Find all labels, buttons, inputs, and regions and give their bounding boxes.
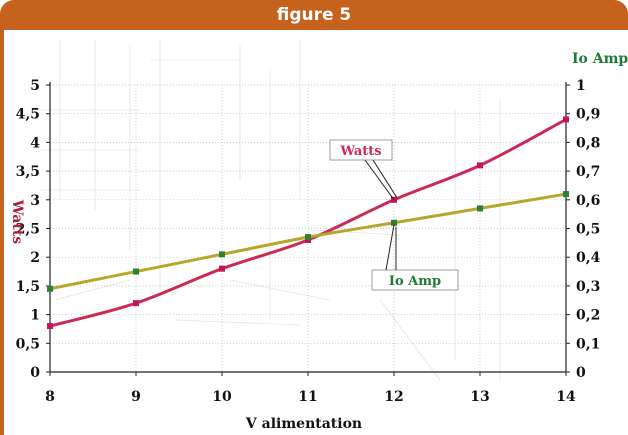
sketch-line bbox=[174, 319, 301, 326]
watts-callout-leader bbox=[364, 159, 395, 201]
x-tick-label: 9 bbox=[131, 389, 141, 405]
figure-banner: figure 5 bbox=[0, 0, 628, 30]
x-tick-label: 14 bbox=[556, 389, 576, 405]
sketch-line bbox=[229, 279, 331, 301]
x-axis-title: V alimentation bbox=[245, 416, 362, 432]
frame-left-edge bbox=[0, 30, 4, 435]
data-point-io-amp bbox=[219, 251, 225, 258]
right-tick-label: 0,8 bbox=[576, 135, 600, 151]
left-tick-label: 0 bbox=[30, 365, 40, 381]
left-tick-label: 4,5 bbox=[16, 107, 40, 123]
right-tick-label: 0,2 bbox=[576, 308, 600, 324]
x-tick-label: 11 bbox=[298, 389, 317, 405]
sketch-line bbox=[54, 279, 131, 301]
watts-callout-box bbox=[329, 139, 393, 161]
left-axis-title: Watts bbox=[9, 199, 25, 245]
right-tick-label: 0,1 bbox=[576, 336, 600, 352]
grid-lines bbox=[49, 84, 567, 373]
data-point-watts bbox=[133, 300, 139, 307]
right-tick-label: 0,6 bbox=[576, 193, 600, 209]
right-tick-label: 0,3 bbox=[576, 279, 600, 295]
left-tick-label: 4 bbox=[30, 135, 40, 151]
x-tick-label: 12 bbox=[384, 389, 403, 405]
data-point-watts bbox=[219, 265, 225, 272]
sketch-line bbox=[309, 229, 401, 236]
left-tick-label: 1,5 bbox=[16, 279, 40, 295]
sketch-line bbox=[379, 299, 441, 381]
tick-labels: 0 0,5 1 1,5 2 2,5 3 3,5 4 4,5 5 0 0,1 0,2 0,3 0,4 0,5 0,6… bbox=[16, 78, 601, 405]
io-amp-callout-leader bbox=[385, 224, 395, 271]
left-tick-label: 2,5 bbox=[16, 222, 40, 238]
right-tick-label: 0,7 bbox=[576, 164, 600, 180]
left-tick-label: 2 bbox=[30, 250, 40, 266]
right-tick-label: 0 bbox=[576, 365, 586, 381]
data-point-io-amp bbox=[305, 234, 311, 241]
data-point-io-amp bbox=[477, 205, 483, 212]
left-tick-label: 1 bbox=[30, 308, 40, 324]
io-amp-callout-box bbox=[371, 269, 459, 291]
right-tick-label: 0,5 bbox=[576, 222, 600, 238]
series-lines bbox=[47, 116, 569, 330]
left-tick-label: 3,5 bbox=[16, 164, 40, 180]
left-tick-label: 3 bbox=[30, 193, 40, 209]
figure-title: figure 5 bbox=[276, 5, 352, 25]
right-tick-label: 1 bbox=[576, 78, 586, 94]
left-tick-label: 0,5 bbox=[16, 336, 40, 352]
x-tick-label: 13 bbox=[470, 389, 489, 405]
data-point-watts bbox=[563, 116, 569, 123]
annotations: Watts Io Amp bbox=[329, 139, 459, 291]
right-tick-label: 0,9 bbox=[576, 107, 600, 123]
watts-callout-label: Watts bbox=[339, 144, 381, 159]
io-amp-callout-label: Io Amp bbox=[389, 274, 441, 289]
data-point-io-amp bbox=[563, 191, 569, 198]
x-tick-label: 8 bbox=[45, 389, 55, 405]
x-tick-label: 10 bbox=[212, 389, 232, 405]
data-point-io-amp bbox=[391, 219, 397, 226]
data-point-io-amp bbox=[133, 268, 139, 275]
data-point-io-amp bbox=[47, 285, 53, 292]
data-point-watts bbox=[47, 323, 53, 330]
background-sketch bbox=[40, 40, 501, 381]
left-tick-label: 5 bbox=[30, 78, 40, 94]
watts-callout-leader bbox=[372, 159, 398, 199]
data-point-watts bbox=[477, 162, 483, 169]
right-axis-title: Io Amp bbox=[572, 51, 628, 67]
right-tick-label: 0,4 bbox=[576, 250, 601, 266]
